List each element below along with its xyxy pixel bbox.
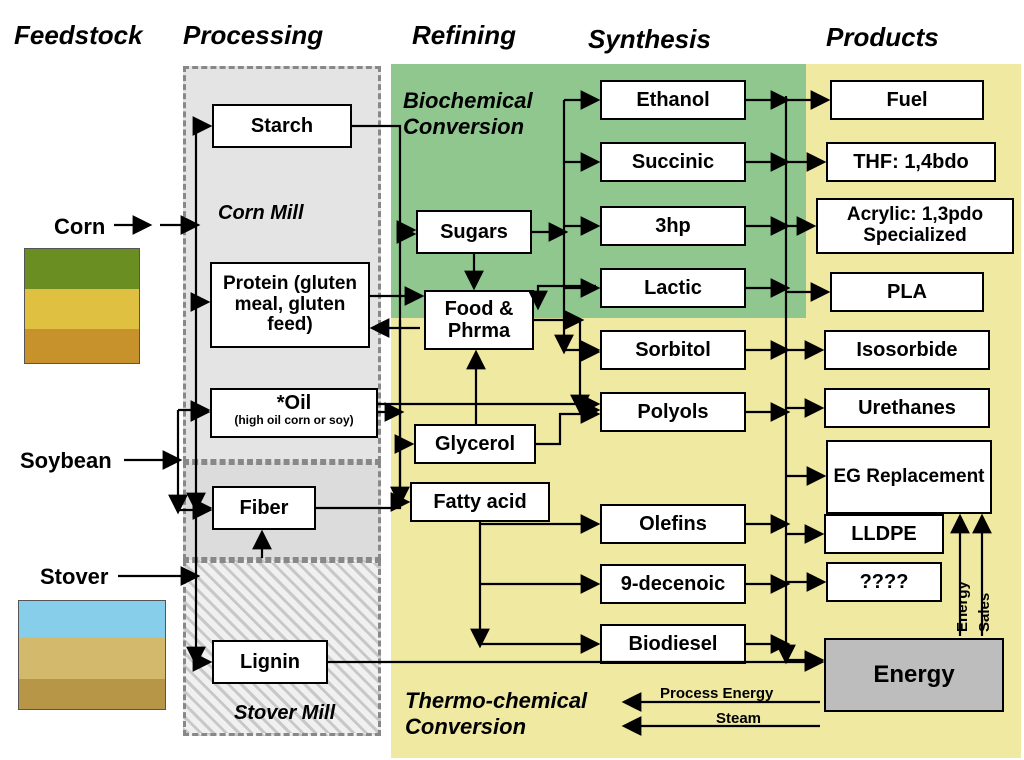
label-thermo: Thermo-chemical Conversion: [405, 688, 615, 740]
node-sorbitol: Sorbitol: [600, 330, 746, 370]
node-polyols: Polyols: [600, 392, 746, 432]
node-glycerol: Glycerol: [414, 424, 536, 464]
node-isosorbide: Isosorbide: [824, 330, 990, 370]
node-thf: THF: 1,4bdo: [826, 142, 996, 182]
node-eg: EG Replacement: [826, 440, 992, 514]
node-oil-title: *Oil: [216, 392, 372, 414]
header-synthesis: Synthesis: [588, 24, 711, 55]
label-steam: Steam: [716, 710, 761, 727]
node-acrylic: Acrylic: 1,3pdo Specialized: [816, 198, 1014, 254]
node-hp3: 3hp: [600, 206, 746, 246]
node-lldpe: LLDPE: [824, 514, 944, 554]
node-unknown: ????: [826, 562, 942, 602]
node-energy: Energy: [824, 638, 1004, 712]
label-energy-rot: Energy: [954, 581, 971, 632]
label-process-energy: Process Energy: [660, 685, 773, 702]
diagram-canvas: Feedstock Processing Refining Synthesis …: [0, 0, 1024, 760]
node-urethanes: Urethanes: [824, 388, 990, 428]
node-oil-sub: (high oil corn or soy): [216, 414, 372, 427]
node-biodiesel: Biodiesel: [600, 624, 746, 664]
label-corn-mill: Corn Mill: [218, 202, 304, 225]
node-ethanol: Ethanol: [600, 80, 746, 120]
node-olefins: Olefins: [600, 504, 746, 544]
header-feedstock: Feedstock: [14, 20, 143, 51]
label-stover-mill: Stover Mill: [234, 702, 335, 725]
node-starch: Starch: [212, 104, 352, 148]
node-fiber: Fiber: [212, 486, 316, 530]
feed-stover-label: Stover: [40, 564, 108, 590]
header-processing: Processing: [183, 20, 323, 51]
header-products: Products: [826, 22, 939, 53]
node-protein: Protein (gluten meal, gluten feed): [210, 262, 370, 348]
corn-image: [24, 248, 140, 364]
node-oil: *Oil (high oil corn or soy): [210, 388, 378, 438]
stover-image: [18, 600, 166, 710]
node-fuel: Fuel: [830, 80, 984, 120]
label-sales-rot: Sales: [976, 593, 993, 632]
node-decenoic: 9-decenoic: [600, 564, 746, 604]
node-fatty: Fatty acid: [410, 482, 550, 522]
node-succinic: Succinic: [600, 142, 746, 182]
node-food: Food & Phrma: [424, 290, 534, 350]
node-pla: PLA: [830, 272, 984, 312]
label-biochemical: Biochemical Conversion: [403, 88, 583, 140]
feed-soybean-label: Soybean: [20, 448, 112, 474]
header-refining: Refining: [412, 20, 516, 51]
node-lignin: Lignin: [212, 640, 328, 684]
node-lactic: Lactic: [600, 268, 746, 308]
node-sugars: Sugars: [416, 210, 532, 254]
feed-corn-label: Corn: [54, 214, 105, 240]
